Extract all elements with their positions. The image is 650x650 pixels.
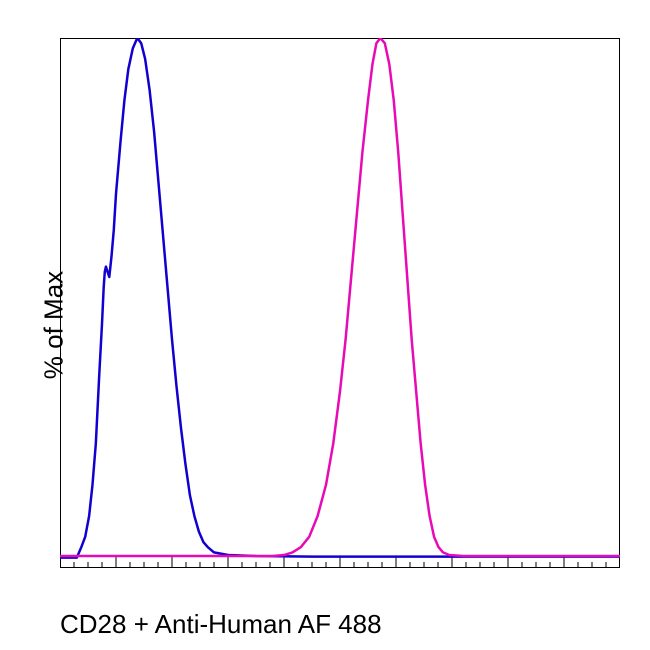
plot-area <box>60 38 620 588</box>
series-control <box>60 38 620 558</box>
x-axis-label: CD28 + Anti-Human AF 488 <box>60 609 382 640</box>
flow-histogram-chart: % of Max CD28 + Anti-Human AF 488 <box>0 0 650 650</box>
series-stained <box>60 38 620 556</box>
